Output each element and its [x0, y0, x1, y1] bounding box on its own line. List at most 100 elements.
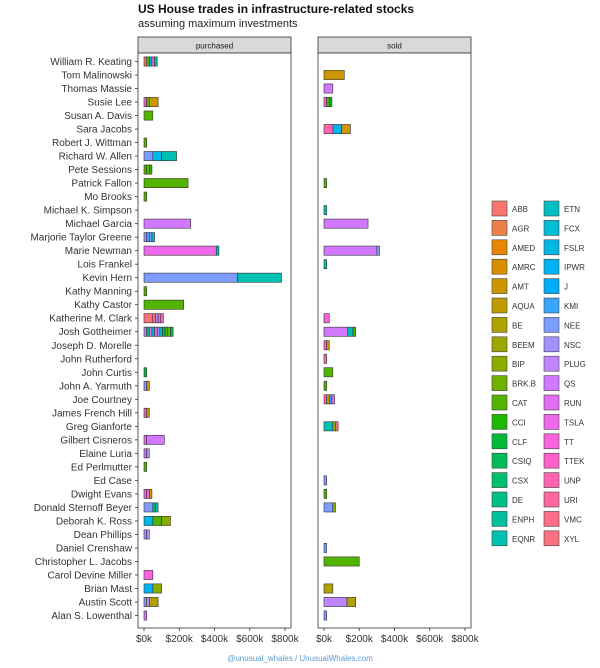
- bar-segment: [154, 326, 158, 337]
- legend-key: [543, 200, 560, 217]
- bar-segment: [323, 394, 327, 405]
- legend-label: BRK.B: [512, 380, 536, 389]
- bar-segment: [323, 245, 378, 256]
- member-label: Sara Jacobs: [76, 125, 132, 136]
- bar-segment: [170, 326, 174, 337]
- member-label: Deborah K. Ross: [56, 516, 132, 527]
- legend-key: [491, 491, 508, 508]
- bar-segment: [156, 326, 161, 337]
- bar-segment: [326, 394, 330, 405]
- bar-segment: [347, 326, 354, 337]
- bar-segment: [152, 516, 162, 526]
- bar-segment: [323, 556, 360, 567]
- bar-segment: [328, 394, 333, 405]
- bar-segment: [323, 70, 345, 80]
- legend-label: CSIQ: [512, 457, 532, 466]
- chart-subtitle: assuming maximum investments: [138, 18, 298, 30]
- bar-segment: [152, 313, 156, 324]
- bar-segment: [143, 164, 147, 175]
- bar-segment: [146, 434, 165, 445]
- member-label: Patrick Fallon: [71, 179, 132, 190]
- legend-key: [491, 452, 508, 469]
- x-tick-label-sold: $0k: [316, 634, 333, 645]
- bar-segment: [143, 434, 147, 445]
- chart-title: US House trades in infrastructure-relate…: [138, 2, 415, 16]
- legend-key: [491, 433, 508, 450]
- bar-segment: [143, 218, 192, 229]
- legend-key: [491, 239, 508, 256]
- facet-label-purchased: purchased: [196, 42, 233, 51]
- bar-segment: [323, 340, 327, 351]
- legend-key: [543, 297, 560, 314]
- legend-label: TTEK: [564, 457, 585, 466]
- bar-segment: [143, 56, 147, 67]
- member-label: Katherine M. Clark: [49, 314, 133, 325]
- bar-segment: [148, 164, 153, 175]
- bar-segment: [143, 299, 184, 310]
- legend-label: FCX: [564, 224, 581, 233]
- bar-segment: [323, 97, 327, 107]
- member-label: Austin Scott: [79, 597, 133, 608]
- member-label: John A. Yarmuth: [59, 381, 132, 392]
- bar-segment: [143, 232, 147, 243]
- member-label: Ed Perlmutter: [71, 462, 133, 473]
- legend-label: EQNR: [512, 535, 535, 544]
- bar-segment: [143, 583, 154, 594]
- member-label: Kathy Castor: [74, 300, 132, 311]
- bar-segment: [162, 326, 166, 337]
- x-tick-label-sold: $200k: [346, 634, 374, 645]
- member-label: Carol Devine Miller: [48, 570, 133, 581]
- legend-key: [543, 258, 560, 275]
- x-tick-label-purchased: $200k: [166, 634, 194, 645]
- x-tick-label-sold: $400k: [381, 634, 409, 645]
- bar-segment: [143, 380, 147, 391]
- legend-label: CCI: [512, 418, 526, 427]
- bar-segment: [164, 326, 169, 337]
- bar-segment: [323, 583, 334, 594]
- member-label: Donald Sternoff Beyer: [34, 503, 133, 514]
- bar-segment: [155, 313, 159, 324]
- bar-segment: [323, 205, 327, 216]
- legend-label: CLF: [512, 438, 527, 447]
- bar-segment: [159, 326, 163, 337]
- legend-label: FSLR: [564, 244, 585, 253]
- member-label: Pete Sessions: [68, 165, 132, 176]
- bar-segment: [326, 340, 330, 351]
- member-label: James French Hill: [52, 408, 132, 419]
- legend-label: ETN: [564, 205, 580, 214]
- x-tick-label-purchased: $600k: [236, 634, 264, 645]
- bar-segment: [146, 488, 150, 499]
- bar-segment: [143, 97, 147, 107]
- member-label: Ed Case: [94, 476, 133, 487]
- bar-segment: [326, 97, 330, 107]
- bar-segment: [146, 529, 150, 540]
- legend-key: [491, 394, 508, 411]
- bar-segment: [332, 421, 336, 432]
- legend-key: [543, 511, 560, 527]
- bar-segment: [143, 516, 154, 526]
- bar-segment: [332, 124, 342, 134]
- legend-key: [491, 375, 508, 391]
- bar-segment: [323, 326, 349, 337]
- legend-label: AGR: [512, 224, 530, 233]
- member-label: John Rutherford: [60, 354, 132, 365]
- legend-label: BIP: [512, 360, 525, 369]
- bar-segment: [152, 583, 162, 594]
- credit-link[interactable]: @unusual_whales / UnusualWhales.com: [227, 654, 373, 663]
- legend-label: PLUG: [564, 360, 586, 369]
- bar-segment: [161, 516, 171, 526]
- bar-segment: [167, 326, 171, 337]
- legend-label: IPWR: [564, 263, 585, 272]
- bar-segment: [148, 326, 153, 337]
- legend-key: [491, 414, 508, 430]
- bar-segment: [143, 570, 154, 580]
- bar-segment: [146, 407, 150, 418]
- legend-key: [491, 278, 508, 294]
- bar-segment: [143, 151, 154, 161]
- bar-segment: [323, 259, 327, 270]
- member-label: Michael Garcia: [65, 219, 132, 230]
- legend-key: [543, 414, 560, 430]
- bar-segment: [161, 151, 177, 161]
- legend-label: TSLA: [564, 418, 585, 427]
